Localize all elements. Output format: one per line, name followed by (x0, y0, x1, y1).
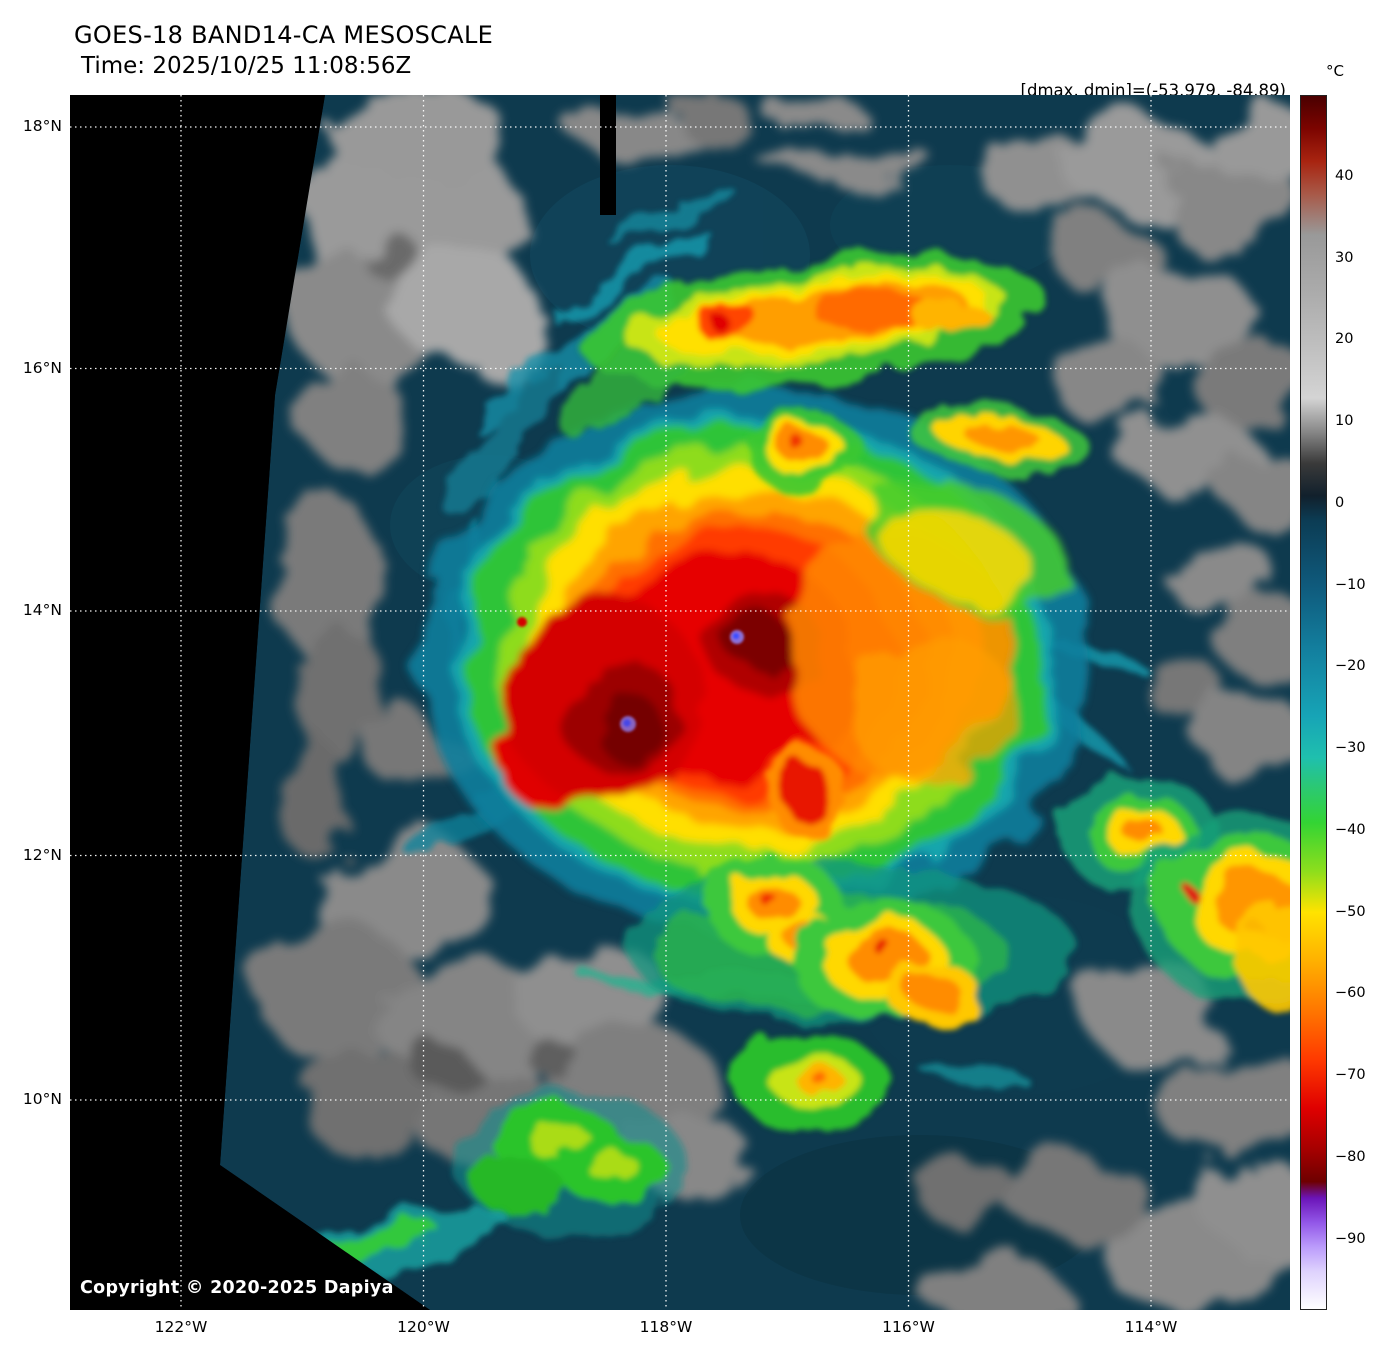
lat-tick-label: 10°N (22, 1090, 62, 1108)
colorbar-tick-label: 20 (1335, 331, 1354, 348)
colorbar-tick-label: −30 (1335, 740, 1366, 757)
convective-cell-south (768, 749, 848, 837)
cold-pixel-specks (517, 617, 744, 732)
colorbar-tick-label: −40 (1335, 821, 1366, 838)
lat-tick-label: 12°N (22, 845, 62, 864)
lon-tick-label: 120°W (397, 1318, 450, 1336)
colorbar-gradient (1300, 95, 1327, 1310)
lon-tick-label: 122°W (154, 1318, 208, 1336)
convective-band-north (558, 253, 1043, 436)
colorbar-tick-label: 40 (1335, 167, 1354, 184)
lon-tick-label: 114°W (1124, 1318, 1178, 1336)
colorbar-unit: °C (1326, 62, 1344, 80)
satellite-image (70, 95, 1290, 1310)
copyright-label: Copyright © 2020-2025 Dapiya (80, 1278, 394, 1298)
colorbar-tick-label: −10 (1335, 576, 1366, 593)
convective-cells-east (1060, 777, 1290, 1015)
convective-cluster-south (625, 859, 1075, 1027)
convective-cell-mid (747, 412, 863, 492)
convective-cells-lower (455, 1035, 890, 1235)
lon-tick-label: 118°W (639, 1318, 693, 1336)
timestamp-label: Time: 2025/10/25 11:08:56Z (81, 53, 412, 79)
colorbar-tick-label: −20 (1335, 658, 1366, 675)
lon-tick-label: 116°W (882, 1318, 935, 1336)
lat-tick-label: 16°N (22, 358, 62, 377)
colorbar-tick-label: 0 (1335, 494, 1345, 511)
colorbar-tick-label: −50 (1335, 903, 1366, 920)
convective-cell-east-band (905, 405, 1095, 475)
colorbar-tick-label: −60 (1335, 985, 1366, 1002)
product-title: GOES-18 BAND14-CA MESOSCALE (74, 21, 494, 49)
graticule (70, 95, 1290, 1310)
storm-system (420, 388, 1090, 932)
colorbar-tick-label: −70 (1335, 1067, 1366, 1084)
colorbar-tick-label: 10 (1335, 413, 1354, 430)
lat-tick-label: 14°N (22, 601, 62, 619)
colorbar-tick-label: 30 (1335, 249, 1354, 266)
lat-tick-label: 18°N (22, 117, 62, 135)
colorbar-tick-label: −90 (1335, 1230, 1366, 1247)
data-gap-sliver (600, 95, 616, 215)
title-block: GOES-18 BAND14-CA MESOSCALE Time: 2025/1… (74, 20, 493, 82)
colorbar-tick-label: −80 (1335, 1148, 1366, 1165)
satellite-map: Copyright © 2020-2025 Dapiya (70, 95, 1290, 1310)
